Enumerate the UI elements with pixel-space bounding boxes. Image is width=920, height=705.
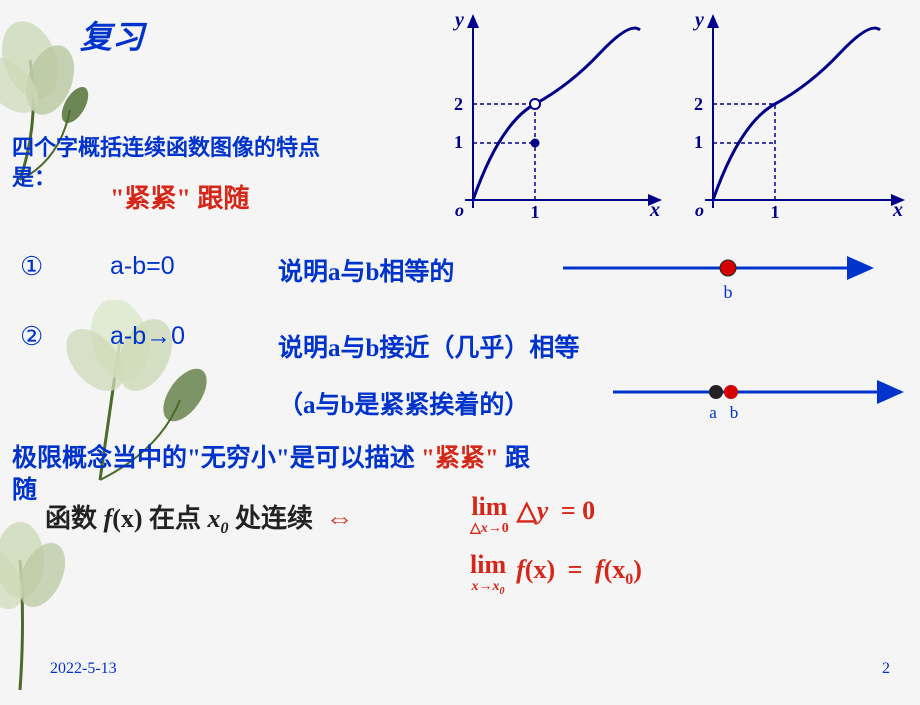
ytick-2: 2 <box>454 94 463 114</box>
lim2-eq: = <box>562 555 589 584</box>
row1-numberline: b <box>558 248 878 308</box>
def-word1: 函数 <box>45 504 97 533</box>
lim2-arrow: → <box>479 579 493 594</box>
ytick-2b: 2 <box>694 94 703 114</box>
row1-dot-label: b <box>724 282 733 302</box>
continuity-def: 函数 f(x) 在点 x0 处连续 ⇔ <box>45 498 360 538</box>
row1-expr: a-b=0 <box>110 252 175 281</box>
lim1-x: x <box>481 521 488 536</box>
row1-num: ① <box>20 252 43 282</box>
answer-tail: 跟随 <box>197 184 249 213</box>
chart-discontinuous: 1 2 1 o x y <box>425 8 670 220</box>
y-axis-label-b: y <box>693 9 704 31</box>
row2-expr: a-b→0 <box>110 322 185 351</box>
slide-title: 复习 <box>80 12 144 58</box>
footer-page: 2 <box>882 660 890 678</box>
para3-b: "紧紧" <box>421 445 499 472</box>
lim-delta-y: lim △x→0 △y = 0 <box>470 494 595 536</box>
row2-a-label: a <box>709 403 717 422</box>
row2-explain1: 说明a与b接近（几乎）相等 <box>278 328 579 364</box>
lim2-closeparen: ) <box>633 555 642 584</box>
para3: 极限概念当中的"无穷小"是可以描述 "紧紧" 跟 <box>12 438 530 474</box>
lim2-parenx: (x) <box>525 555 555 584</box>
lim-fx-fx0: lim x→x0 f(x) = f(x0) <box>470 552 642 597</box>
x-axis-label-b: x <box>892 199 903 220</box>
open-circle <box>530 99 540 109</box>
def-x0var: x <box>208 504 221 533</box>
lim1-eq0: = 0 <box>555 496 595 525</box>
ytick-1: 1 <box>454 132 463 152</box>
xtick-1b: 1 <box>771 202 780 220</box>
para3-wrap: 随 <box>12 470 37 506</box>
lim2-x: x <box>472 579 479 594</box>
y-axis-label: y <box>453 9 464 31</box>
lim2-f: f <box>516 555 525 584</box>
lim1-delta: △ <box>470 521 481 536</box>
summary-answer: "紧紧" 跟随 <box>110 178 249 215</box>
row2-explain2: （a与b是紧紧挨着的） <box>278 385 529 421</box>
lim2-word: lim <box>470 550 506 579</box>
lim1-to0: →0 <box>488 521 509 536</box>
summary-prompt-tail: 是： <box>12 160 56 192</box>
lim1-word: lim <box>471 492 507 521</box>
ytick-1b: 1 <box>694 132 703 152</box>
lim2-parenx0: (x <box>604 555 626 584</box>
footer-date: 2022-5-13 <box>50 660 117 678</box>
lim1-delta2: △ <box>517 496 537 525</box>
lim1-y: y <box>537 496 549 525</box>
lim2-f2: f <box>595 555 604 584</box>
iff-symbol: ⇔ <box>320 503 360 534</box>
origin-label: o <box>455 200 464 220</box>
chart-continuous: 1 2 1 o x y <box>675 8 915 220</box>
xtick-1: 1 <box>531 202 540 220</box>
def-x0sub: 0 <box>221 520 229 537</box>
answer-quote: "紧紧" <box>110 184 191 213</box>
para3-a: 极限概念当中的"无穷小"是可以描述 <box>12 445 415 472</box>
summary-prompt: 四个字概括连续函数图像的特点 <box>12 130 320 162</box>
lim2-x0: x <box>493 579 500 594</box>
lim2-sub0: 0 <box>500 586 505 597</box>
origin-label-b: o <box>695 200 704 220</box>
slide: 复习 1 2 1 o x y 1 2 1 o x y 四个字概括连续函数图像的特… <box>0 0 920 690</box>
para3-c: 跟 <box>505 445 530 472</box>
row2-numberline: a b <box>608 372 908 432</box>
row2-b-label: b <box>730 403 739 422</box>
def-word2: 在点 <box>149 504 201 533</box>
def-f: f <box>104 504 113 533</box>
def-word3: 处连续 <box>235 504 313 533</box>
row1-explain: 说明a与b相等的 <box>278 252 454 288</box>
x-axis-label: x <box>649 199 660 220</box>
row2-num: ② <box>20 322 43 352</box>
def-x: (x) <box>112 504 142 533</box>
filled-dot <box>531 139 540 148</box>
